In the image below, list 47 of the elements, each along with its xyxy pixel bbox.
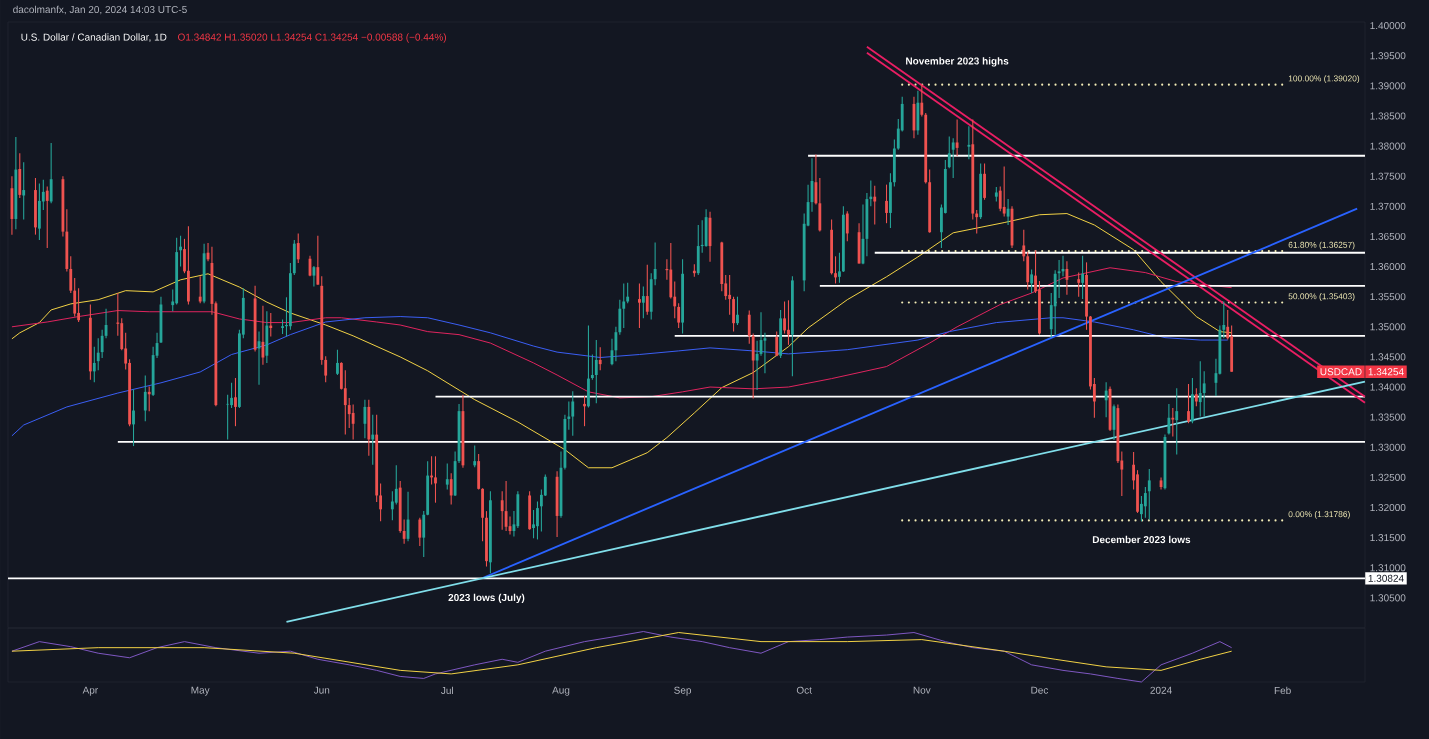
line-series	[11, 213, 1233, 469]
line-series	[11, 316, 1229, 437]
y-tick-label: 1.32000	[1370, 503, 1406, 512]
y-tick-label: 1.38000	[1370, 142, 1406, 150]
x-tick-label: Dec	[1031, 686, 1049, 694]
y-tick-label: 1.31500	[1370, 534, 1406, 542]
text: 1.34254	[1368, 368, 1404, 376]
annotation: USDCAD	[1320, 368, 1362, 376]
y-tick-label: 1.39500	[1370, 52, 1406, 60]
annotation: 2023 lows (July)	[448, 593, 525, 604]
y-tick-label: 1.33000	[1370, 443, 1406, 451]
x-tick-label: 2024	[1150, 686, 1172, 694]
x-tick-label: Sep	[674, 686, 692, 696]
series-label: 50.00% (1.35403)	[1288, 293, 1355, 301]
y-tick-label: 1.34500	[1370, 353, 1406, 361]
y-tick-label: 1.34000	[1370, 383, 1406, 391]
x-tick-label: Aug	[552, 686, 570, 696]
y-tick-label: 1.36500	[1370, 232, 1406, 240]
y-tick-label: 1.37000	[1370, 202, 1406, 210]
y-tick-label: 1.35500	[1370, 293, 1406, 301]
x-tick-label: Nov	[913, 686, 931, 694]
series-label: 0.00% (1.31786)	[1288, 510, 1350, 519]
x-tick-label: Jun	[313, 686, 330, 694]
y-tick-label: 1.35000	[1370, 323, 1406, 331]
y-tick-label: 1.36000	[1370, 263, 1406, 271]
series-label: 61.80% (1.36257)	[1288, 241, 1355, 250]
y-tick-label: 1.38500	[1370, 112, 1406, 120]
annotation: December 2023 lows	[1092, 535, 1191, 544]
x-tick-label: Jul	[441, 686, 453, 695]
text: dacolmanfx, Jan 20, 2024 14:03 UTC-5	[13, 5, 187, 15]
y-tick-label: 1.39000	[1370, 82, 1406, 90]
annotation: November 2023 highs	[906, 57, 1009, 67]
y-tick-label: 1.31000	[1370, 564, 1406, 572]
x-tick-label: Oct	[796, 686, 812, 694]
x-tick-label: Apr	[82, 686, 98, 696]
y-tick-label: 1.32500	[1370, 473, 1406, 481]
y-tick-label: 1.33500	[1370, 413, 1406, 421]
y-tick-label: 1.30500	[1370, 594, 1406, 602]
x-tick-label: Feb	[1274, 686, 1291, 695]
y-tick-label: 1.37500	[1370, 172, 1406, 180]
text: U.S. Dollar / Canadian Dollar, 1D	[21, 33, 167, 42]
candlestick	[226, 394, 230, 440]
x-tick-label: May	[191, 686, 210, 696]
text: O1.34842 H1.35020 L1.34254 C1.34254 −0.00588 (−0.44%)	[178, 33, 447, 43]
y-tick-label: 1.40000	[1370, 22, 1406, 30]
series-label: 100.00% (1.39020)	[1288, 75, 1360, 84]
series-label: 1.30824	[1368, 574, 1404, 582]
